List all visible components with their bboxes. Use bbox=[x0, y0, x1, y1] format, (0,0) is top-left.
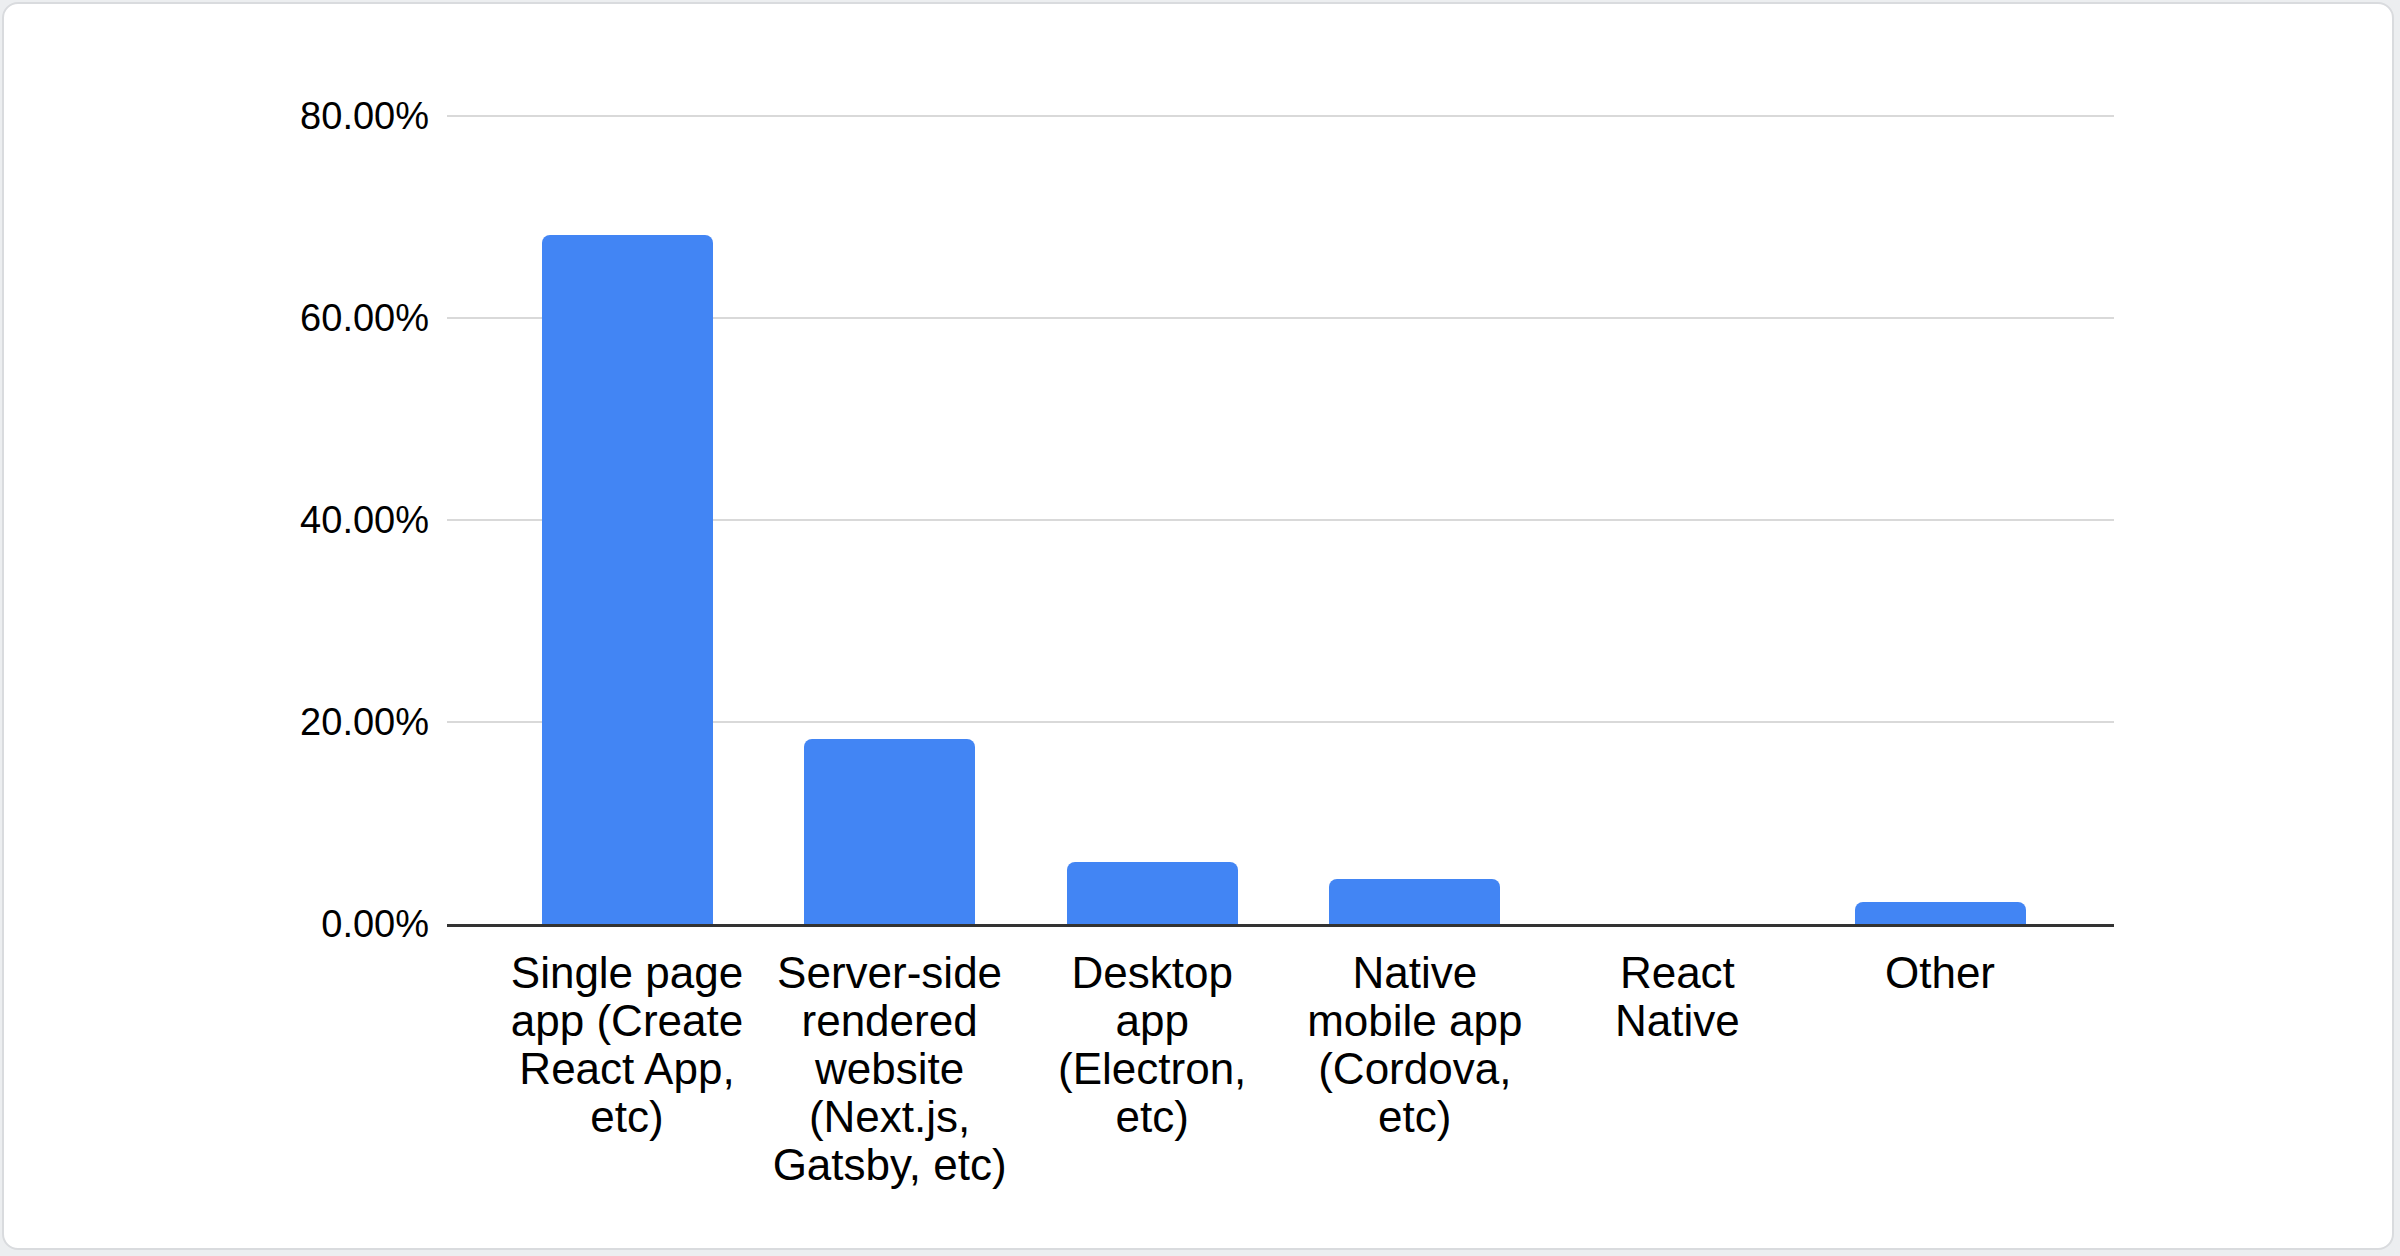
y-tick-label: 20.00% bbox=[4, 698, 429, 746]
gridline bbox=[447, 115, 2114, 117]
x-axis-line bbox=[447, 924, 2114, 927]
category-label: React Native bbox=[1557, 949, 1797, 1045]
y-tick-label: 80.00% bbox=[4, 92, 429, 140]
category-label: Native mobile app (Cordova, etc) bbox=[1295, 949, 1535, 1141]
category-label: Server-side rendered website (Next.js, G… bbox=[770, 949, 1010, 1189]
bar-1[interactable] bbox=[542, 235, 713, 924]
category-label: Desktop app (Electron, etc) bbox=[1032, 949, 1272, 1141]
chart-card: 80.00% 60.00% 40.00% 20.00% 0.00% Single pag… bbox=[2, 2, 2394, 1250]
y-tick-label: 60.00% bbox=[4, 294, 429, 342]
bar-3[interactable] bbox=[1067, 862, 1238, 924]
y-tick-label: 40.00% bbox=[4, 496, 429, 544]
bar-6[interactable] bbox=[1855, 902, 2026, 924]
bar-4[interactable] bbox=[1329, 879, 1500, 924]
y-tick-label: 0.00% bbox=[4, 900, 429, 948]
bar-2[interactable] bbox=[804, 739, 975, 924]
category-label: Single page app (Create React App, etc) bbox=[507, 949, 747, 1141]
bar-chart: 80.00% 60.00% 40.00% 20.00% 0.00% Single pag… bbox=[4, 4, 2392, 1248]
category-label: Other bbox=[1820, 949, 2060, 997]
